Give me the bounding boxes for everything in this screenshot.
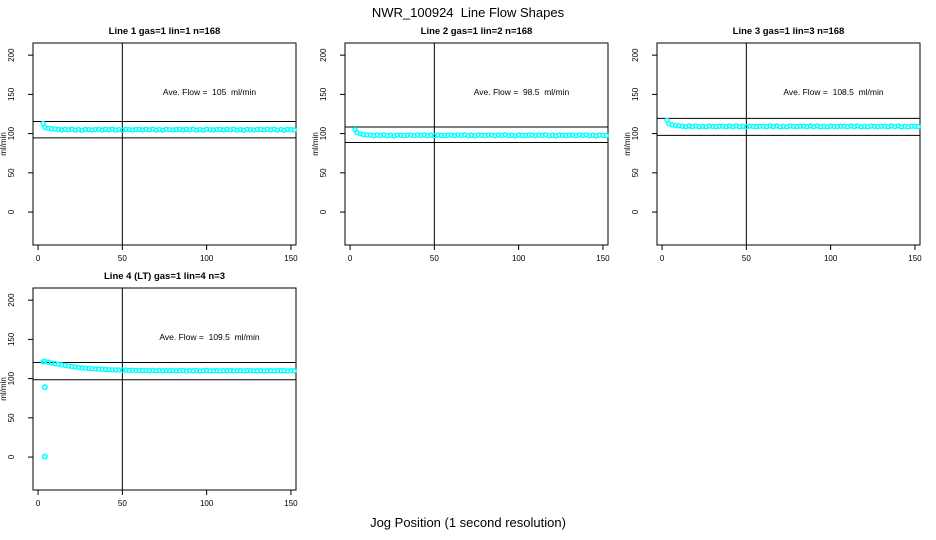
y-tick-label: 200 [319, 48, 328, 62]
y-axis-label: ml/min [623, 132, 632, 156]
plot-border [32, 287, 297, 491]
panel-2-title: Line 2 gas=1 lin=2 n=168 [420, 26, 533, 37]
x-tick-label: 0 [348, 254, 353, 263]
x-axis-title: Jog Position (1 second resolution) [370, 515, 566, 530]
x-tick-label: 100 [824, 254, 838, 263]
panel-4-annotation: Ave. Flow = 109.5 ml/min [159, 332, 260, 342]
plot-border [656, 42, 921, 246]
x-tick-label: 150 [908, 254, 922, 263]
x-tick-label: 100 [512, 254, 526, 263]
plot-border [344, 42, 609, 246]
y-tick-label: 100 [7, 126, 16, 140]
y-tick-label: 150 [7, 332, 16, 346]
y-tick-label: 0 [7, 209, 16, 214]
y-tick-label: 150 [7, 87, 16, 101]
x-tick-label: 50 [118, 499, 127, 508]
y-tick-label: 0 [7, 454, 16, 459]
y-tick-label: 200 [631, 48, 640, 62]
panel-4-title: Line 4 (LT) gas=1 lin=4 n=3 [104, 271, 225, 282]
data-point [603, 132, 610, 139]
x-tick-label: 0 [660, 254, 665, 263]
panel-2-annotation: Ave. Flow = 98.5 ml/min [473, 87, 570, 97]
y-tick-label: 50 [7, 168, 16, 177]
y-tick-label: 100 [319, 126, 328, 140]
panel-3-annotation: Ave. Flow = 108.5 ml/min [783, 87, 884, 97]
panel-4-plot: 0 50 100 150 0 50 100 150 200 ml/min [0, 287, 298, 508]
x-tick-label: 150 [284, 254, 298, 263]
panel-1-plot: 0 50 100 150 0 50 100 150 200 ml/min [0, 42, 298, 263]
x-tick-label: 50 [118, 254, 127, 263]
panel-line-4: Line 4 (LT) gas=1 lin=4 n=3 0 50 100 150 0 50… [0, 271, 298, 508]
panel-line-2: Line 2 gas=1 lin=2 n=168 0 50 100 150 0 50 100… [311, 26, 610, 263]
x-tick-label: 50 [430, 254, 439, 263]
plot-border [32, 42, 297, 246]
outlier-point [41, 453, 48, 460]
panel-2-plot: 0 50 100 150 0 50 100 150 200 ml/min [311, 42, 610, 263]
panel-1-title: Line 1 gas=1 lin=1 n=168 [108, 26, 221, 37]
data-point [291, 368, 298, 374]
panel-3-plot: 0 50 100 150 0 50 100 150 200 ml/min [623, 42, 922, 263]
y-axis-label: ml/min [0, 132, 8, 156]
y-tick-label: 200 [7, 48, 16, 62]
y-tick-label: 50 [631, 168, 640, 177]
panel-line-3: Line 3 gas=1 lin=3 n=168 0 50 100 150 0 50 100… [623, 26, 922, 263]
y-tick-label: 100 [631, 126, 640, 140]
data-point [915, 123, 922, 130]
panel-3-title: Line 3 gas=1 lin=3 n=168 [732, 26, 845, 37]
x-tick-label: 150 [596, 254, 610, 263]
y-tick-label: 0 [631, 209, 640, 214]
y-tick-label: 200 [7, 293, 16, 307]
x-tick-label: 150 [284, 499, 298, 508]
y-tick-label: 150 [319, 87, 328, 101]
panel-line-1: Line 1 gas=1 lin=1 n=168 0 50 100 150 0 50 100… [0, 26, 298, 263]
y-tick-label: 150 [631, 87, 640, 101]
y-tick-label: 50 [7, 413, 16, 422]
x-tick-label: 0 [36, 499, 41, 508]
x-tick-label: 100 [200, 254, 214, 263]
x-tick-label: 50 [742, 254, 751, 263]
y-axis-label: ml/min [311, 132, 320, 156]
outlier-point [41, 384, 48, 391]
y-tick-label: 100 [7, 371, 16, 385]
data-point [291, 127, 298, 133]
panel-1-annotation: Ave. Flow = 105 ml/min [162, 87, 257, 97]
figure-title: NWR_100924 Line Flow Shapes [371, 5, 565, 20]
x-tick-label: 0 [36, 254, 41, 263]
x-tick-label: 100 [200, 499, 214, 508]
y-axis-label: ml/min [0, 377, 8, 401]
y-tick-label: 50 [319, 168, 328, 177]
y-tick-label: 0 [319, 209, 328, 214]
